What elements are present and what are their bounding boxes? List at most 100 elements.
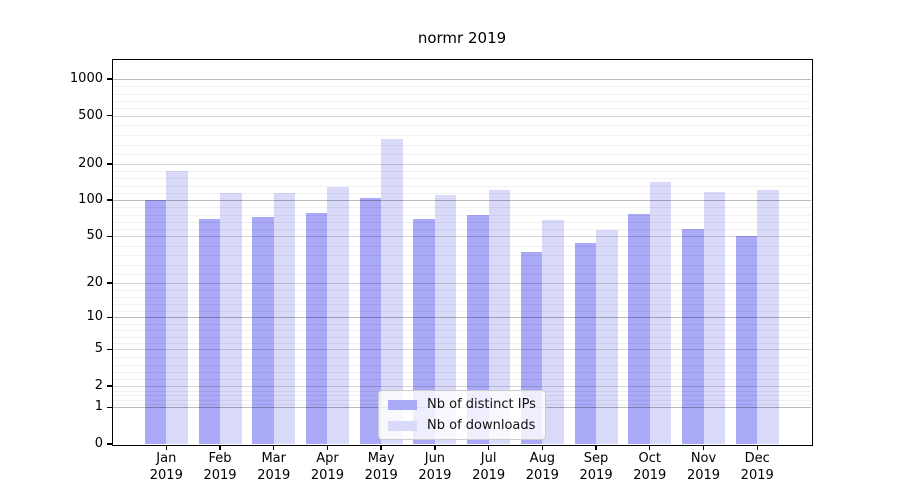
minor-gridline bbox=[113, 379, 811, 381]
x-axis-tick bbox=[541, 445, 544, 450]
x-axis-tick bbox=[434, 445, 436, 450]
minor-gridline bbox=[113, 108, 811, 110]
minor-gridline bbox=[113, 86, 811, 88]
x-axis-label-line: May bbox=[367, 451, 395, 466]
bar-distinct-ips bbox=[628, 213, 650, 444]
x-axis-label-line: Oct bbox=[638, 451, 661, 466]
minor-gridline bbox=[113, 192, 811, 194]
bar-downloads bbox=[273, 193, 296, 444]
minor-gridline bbox=[113, 372, 811, 374]
minor-gridline bbox=[113, 273, 811, 275]
x-axis-tick bbox=[380, 445, 382, 450]
minor-gridline bbox=[113, 310, 811, 312]
x-axis-tick bbox=[273, 445, 275, 450]
x-axis-label: May 2019 bbox=[352, 451, 410, 484]
minor-gridline bbox=[113, 100, 811, 102]
x-axis-label-line: Apr bbox=[316, 451, 339, 466]
y-axis-tick bbox=[107, 235, 113, 237]
bar-distinct-ips bbox=[198, 218, 221, 444]
y-axis-label: 5 bbox=[94, 341, 103, 357]
x-axis-label-line: Feb bbox=[208, 451, 232, 466]
y-axis-label: 1000 bbox=[69, 71, 103, 86]
y-axis-label: 1 bbox=[94, 399, 103, 415]
y-axis-tick bbox=[107, 114, 113, 117]
minor-gridline bbox=[113, 357, 811, 359]
minor-gridline bbox=[113, 171, 811, 173]
y-axis-label: 100 bbox=[78, 192, 103, 208]
minor-gridline bbox=[113, 178, 811, 180]
x-axis-label-line: 2019 bbox=[418, 467, 452, 483]
major-gridline bbox=[113, 236, 811, 238]
x-axis-label-line: Nov bbox=[690, 451, 717, 466]
bar-downloads bbox=[488, 190, 511, 444]
major-gridline bbox=[113, 115, 811, 117]
x-axis-label: Sep 2019 bbox=[567, 451, 625, 484]
legend-item: Nb of downloads bbox=[388, 416, 536, 435]
bar-distinct-ips bbox=[252, 217, 274, 444]
x-axis-label: Nov 2019 bbox=[675, 451, 733, 484]
bar-downloads bbox=[649, 182, 672, 444]
bar-downloads bbox=[542, 220, 564, 444]
minor-gridline bbox=[113, 330, 811, 332]
minor-gridline bbox=[113, 336, 811, 338]
legend-item: Nb of distinct IPs bbox=[388, 395, 536, 414]
y-axis-label: 2 bbox=[94, 377, 103, 393]
x-axis-label-line: Jun bbox=[424, 451, 446, 466]
y-axis-label: 200 bbox=[78, 155, 103, 171]
x-axis-label-line: 2019 bbox=[579, 467, 613, 483]
minor-gridline bbox=[113, 214, 811, 216]
minor-gridline bbox=[113, 323, 811, 325]
minor-gridline bbox=[113, 290, 811, 292]
chart-title: normr 2019 bbox=[417, 29, 507, 47]
major-gridline bbox=[113, 79, 811, 80]
x-axis-label-line: 2019 bbox=[525, 467, 559, 483]
minor-gridline bbox=[113, 255, 811, 257]
minor-gridline bbox=[113, 303, 811, 305]
bar-downloads bbox=[596, 230, 618, 444]
bar-distinct-ips bbox=[467, 215, 489, 444]
bar-distinct-ips bbox=[305, 213, 328, 444]
major-gridline bbox=[113, 349, 811, 351]
minor-gridline bbox=[113, 221, 811, 223]
y-axis-tick bbox=[107, 199, 113, 201]
major-gridline bbox=[113, 163, 811, 165]
bar-downloads bbox=[220, 192, 242, 444]
x-axis-label: Jul 2019 bbox=[460, 451, 518, 484]
minor-gridline bbox=[113, 297, 811, 298]
minor-gridline bbox=[113, 343, 811, 345]
legend-swatch-downloads bbox=[388, 420, 417, 431]
y-axis-label: 500 bbox=[78, 107, 103, 123]
bar-distinct-ips bbox=[735, 236, 758, 444]
bar-distinct-ips bbox=[144, 200, 167, 444]
y-axis-tick bbox=[107, 282, 113, 284]
bar-distinct-ips bbox=[682, 229, 704, 444]
y-axis-tick bbox=[107, 385, 113, 387]
x-axis-tick bbox=[595, 445, 597, 450]
x-axis-label: Apr 2019 bbox=[298, 451, 356, 484]
x-axis-tick bbox=[487, 445, 490, 450]
x-axis-label-line: 2019 bbox=[364, 467, 398, 483]
x-axis-label: Jan 2019 bbox=[137, 451, 195, 484]
minor-gridline bbox=[113, 264, 811, 266]
bar-downloads bbox=[166, 170, 188, 444]
bar-distinct-ips bbox=[574, 242, 597, 444]
y-axis-tick bbox=[107, 348, 113, 351]
x-axis-label: Mar 2019 bbox=[245, 451, 303, 484]
bar-downloads bbox=[381, 139, 403, 444]
y-axis-label: 0 bbox=[94, 436, 103, 451]
legend-label: Nb of downloads bbox=[427, 418, 536, 433]
y-axis-tick bbox=[107, 316, 113, 318]
bar-downloads bbox=[757, 190, 779, 444]
minor-gridline bbox=[113, 125, 811, 127]
y-axis-tick bbox=[107, 78, 113, 80]
x-axis-label: Dec 2019 bbox=[728, 451, 786, 484]
x-axis-label-line: 2019 bbox=[633, 467, 667, 483]
minor-gridline bbox=[113, 144, 811, 146]
bar-downloads bbox=[703, 192, 725, 444]
x-axis-label-line: Aug bbox=[529, 451, 556, 466]
legend-label: Nb of distinct IPs bbox=[427, 397, 536, 412]
x-axis-tick bbox=[326, 445, 329, 450]
y-axis-label: 50 bbox=[86, 228, 103, 244]
bar-downloads bbox=[434, 195, 457, 444]
